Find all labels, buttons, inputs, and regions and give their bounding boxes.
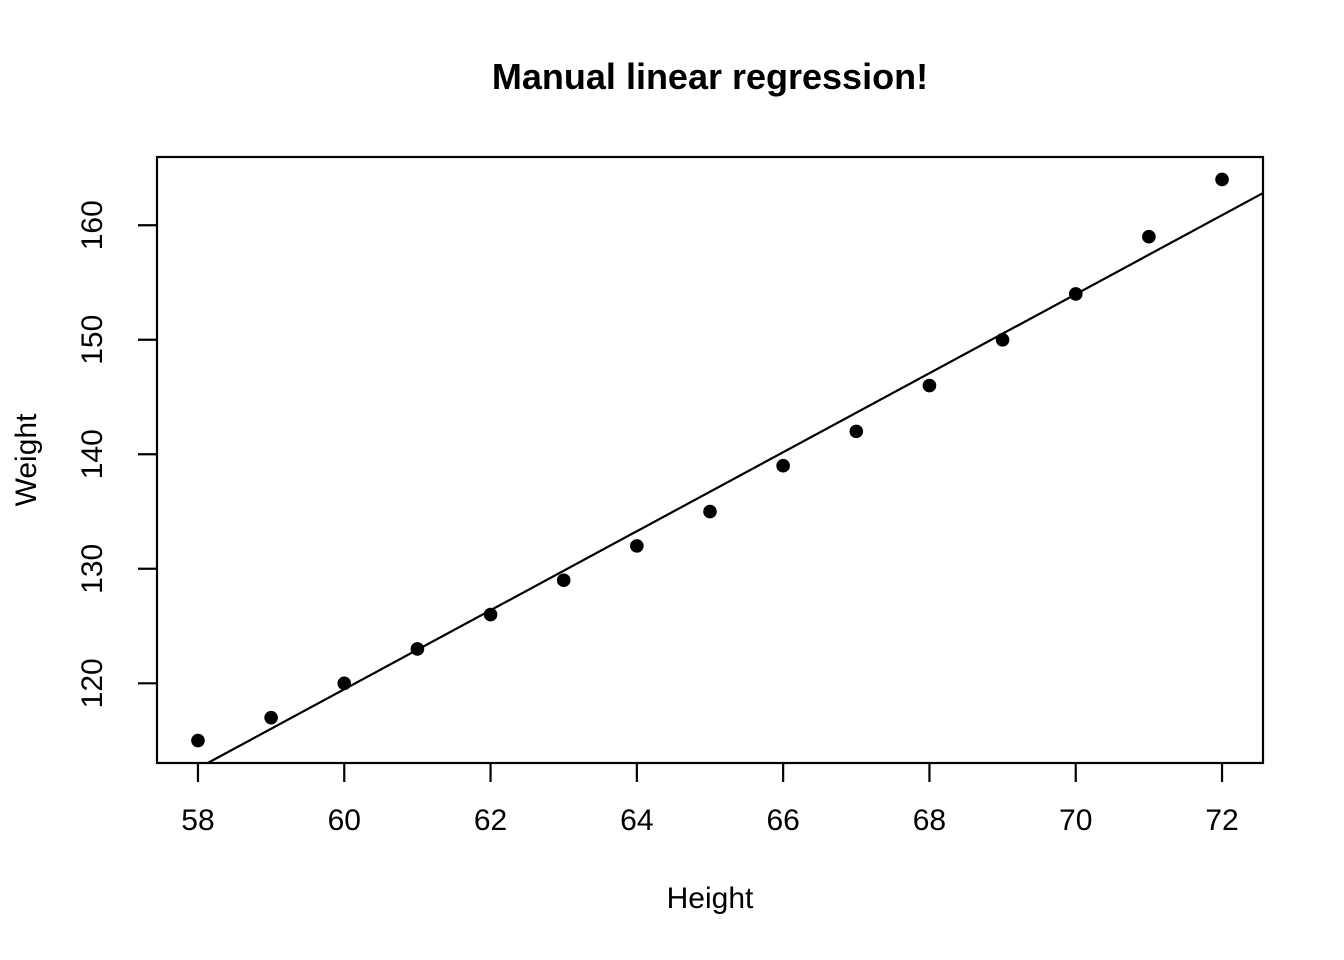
data-point	[337, 676, 352, 691]
y-tick-label: 120	[76, 658, 109, 708]
data-point	[191, 733, 205, 748]
chart-title: Manual linear regression!	[491, 56, 929, 97]
plot-box	[155, 155, 1265, 765]
data-point	[922, 378, 937, 393]
data-point	[703, 504, 717, 519]
x-tick-label: 72	[1205, 804, 1238, 837]
data-point	[630, 539, 644, 553]
x-tick-label: 68	[913, 804, 946, 837]
data-point	[1068, 287, 1083, 301]
data-point	[556, 573, 571, 588]
x-tick-label: 58	[181, 804, 214, 837]
data-point	[776, 458, 790, 473]
data-point	[995, 332, 1010, 347]
y-tick-label: 150	[76, 315, 109, 365]
data-point	[849, 424, 864, 439]
x-tick-label: 70	[1059, 804, 1092, 837]
data-point	[264, 710, 278, 725]
regression-line	[207, 192, 1264, 764]
x-tick-label: 64	[620, 804, 653, 837]
x-tick-label: 66	[766, 804, 799, 837]
data-point	[1142, 229, 1156, 244]
x-tick-label: 62	[474, 804, 507, 837]
x-axis-label: Height	[666, 882, 754, 915]
data-point	[1215, 172, 1229, 187]
data-point	[410, 642, 425, 656]
y-tick-label: 140	[76, 429, 109, 479]
y-tick-label: 130	[76, 544, 109, 594]
x-tick-label: 60	[328, 804, 361, 837]
data-point	[483, 607, 498, 622]
y-tick-label: 160	[76, 200, 109, 250]
